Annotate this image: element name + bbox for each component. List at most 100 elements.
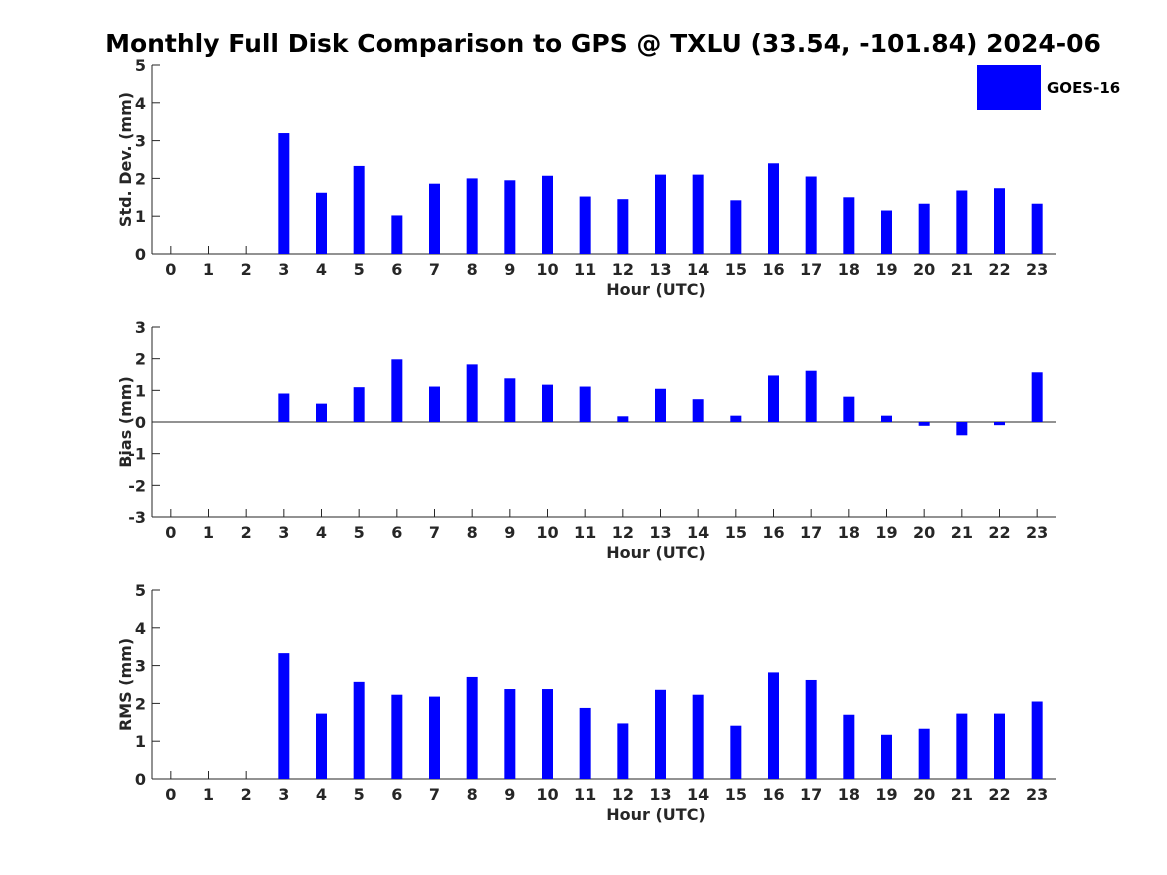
bias-bar-hour-3 xyxy=(278,393,290,422)
bias-y-tick-label: 0 xyxy=(135,413,146,432)
rms-bar-hour-14 xyxy=(692,694,704,779)
rms-x-tick-label: 20 xyxy=(913,785,935,804)
std-dev-x-tick-label: 11 xyxy=(574,260,596,279)
rms-bar-hour-8 xyxy=(466,676,478,779)
bias-bar-hour-9 xyxy=(504,378,516,422)
std-dev-x-tick-label: 14 xyxy=(687,260,709,279)
bias-x-tick-label: 7 xyxy=(429,523,440,542)
rms-bar-hour-23 xyxy=(1031,701,1043,779)
std-dev-y-tick-label: 2 xyxy=(135,169,146,188)
std-dev-bar-hour-15 xyxy=(730,200,742,254)
bias-y-tick-label: -1 xyxy=(128,445,146,464)
bias-x-tick-label: 12 xyxy=(612,523,634,542)
bias-bar-hour-5 xyxy=(353,387,365,422)
rms-y-tick-label: 1 xyxy=(135,732,146,751)
bias-x-tick-label: 18 xyxy=(838,523,860,542)
rms-x-tick-label: 0 xyxy=(165,785,176,804)
bias-bar-hour-14 xyxy=(692,399,704,422)
rms-x-tick-label: 12 xyxy=(612,785,634,804)
rms-bar-hour-12 xyxy=(617,723,629,779)
bias-x-tick-label: 6 xyxy=(391,523,402,542)
rms-x-tick-label: 16 xyxy=(762,785,784,804)
std-dev-x-tick-label: 12 xyxy=(612,260,634,279)
rms-x-tick-label: 11 xyxy=(574,785,596,804)
bias-x-tick-label: 21 xyxy=(951,523,973,542)
std-dev-bar-hour-4 xyxy=(316,192,327,254)
bias-bar-hour-23 xyxy=(1031,372,1043,422)
rms-x-tick-label: 6 xyxy=(391,785,402,804)
std-dev-x-axis-label: Hour (UTC) xyxy=(606,280,706,299)
std-dev-x-tick-label: 3 xyxy=(278,260,289,279)
bias-bar-hour-10 xyxy=(542,384,553,422)
std-dev-x-tick-label: 18 xyxy=(838,260,860,279)
rms-bar-hour-13 xyxy=(655,689,666,779)
bias-y-tick-label: 3 xyxy=(135,318,146,337)
rms-bar-hour-9 xyxy=(504,689,516,779)
std-dev-bar-hour-22 xyxy=(994,188,1005,254)
std-dev-x-tick-label: 21 xyxy=(951,260,973,279)
bias-bar-hour-6 xyxy=(391,359,403,422)
bias-x-tick-label: 14 xyxy=(687,523,709,542)
std-dev-x-tick-label: 16 xyxy=(762,260,784,279)
std-dev-x-tick-label: 1 xyxy=(203,260,214,279)
bias-x-tick-label: 13 xyxy=(649,523,671,542)
std-dev-y-axis-label: Std. Dev. (mm) xyxy=(116,92,135,227)
bias-x-tick-label: 17 xyxy=(800,523,822,542)
rms-x-tick-label: 18 xyxy=(838,785,860,804)
rms-bar-hour-7 xyxy=(429,696,440,779)
std-dev-bar-hour-20 xyxy=(918,203,930,254)
std-dev-bar-hour-17 xyxy=(805,176,817,254)
rms-x-tick-label: 13 xyxy=(649,785,671,804)
rms-bar-hour-22 xyxy=(994,713,1005,779)
rms-bar-hour-18 xyxy=(843,714,855,779)
rms-x-tick-label: 8 xyxy=(467,785,478,804)
std-dev-y-tick-label: 1 xyxy=(135,207,146,226)
bias-x-tick-label: 5 xyxy=(354,523,365,542)
std-dev-bar-hour-8 xyxy=(466,178,478,254)
bias-y-tick-label: -3 xyxy=(128,508,146,527)
rms-y-tick-label: 5 xyxy=(135,581,146,600)
rms-bar-hour-19 xyxy=(881,734,892,779)
rms-x-axis-label: Hour (UTC) xyxy=(606,805,706,824)
bias-bar-hour-22 xyxy=(994,422,1005,426)
bias-y-tick-label: 2 xyxy=(135,350,146,369)
rms-x-tick-label: 14 xyxy=(687,785,709,804)
std-dev-bar-hour-13 xyxy=(655,174,666,254)
std-dev-bar-hour-10 xyxy=(542,175,553,254)
std-dev-x-tick-label: 8 xyxy=(467,260,478,279)
rms-bar-hour-21 xyxy=(956,713,968,779)
std-dev-x-tick-label: 2 xyxy=(241,260,252,279)
std-dev-bar-hour-19 xyxy=(881,210,892,254)
std-dev-y-tick-label: 3 xyxy=(135,132,146,151)
legend-label: GOES-16 xyxy=(1047,79,1120,97)
bias-bar-hour-12 xyxy=(617,416,629,422)
rms-bar-hour-4 xyxy=(316,713,327,779)
std-dev-bar-hour-21 xyxy=(956,190,968,254)
bias-x-tick-label: 20 xyxy=(913,523,935,542)
std-dev-bar-hour-5 xyxy=(353,165,365,254)
rms-y-axis-label: RMS (mm) xyxy=(116,638,135,731)
rms-bar-hour-10 xyxy=(542,689,553,779)
rms-y-tick-label: 3 xyxy=(135,657,146,676)
bias-x-tick-label: 22 xyxy=(988,523,1010,542)
bias-bar-hour-20 xyxy=(918,422,930,426)
rms-y-tick-label: 0 xyxy=(135,770,146,789)
std-dev-x-tick-label: 6 xyxy=(391,260,402,279)
bias-y-tick-label: 1 xyxy=(135,381,146,400)
std-dev-bar-hour-11 xyxy=(579,196,591,254)
rms-x-tick-label: 5 xyxy=(354,785,365,804)
rms-x-tick-label: 19 xyxy=(875,785,897,804)
bias-bar-hour-7 xyxy=(429,386,440,422)
figure-title: Monthly Full Disk Comparison to GPS @ TX… xyxy=(105,29,1101,58)
rms-bar-hour-16 xyxy=(768,672,779,779)
bias-x-tick-label: 1 xyxy=(203,523,214,542)
std-dev-x-tick-label: 9 xyxy=(504,260,515,279)
std-dev-bar-hour-23 xyxy=(1031,203,1043,254)
std-dev-x-tick-label: 22 xyxy=(988,260,1010,279)
rms-x-tick-label: 7 xyxy=(429,785,440,804)
std-dev-y-tick-label: 5 xyxy=(135,56,146,75)
bias-y-tick-label: -2 xyxy=(128,476,146,495)
